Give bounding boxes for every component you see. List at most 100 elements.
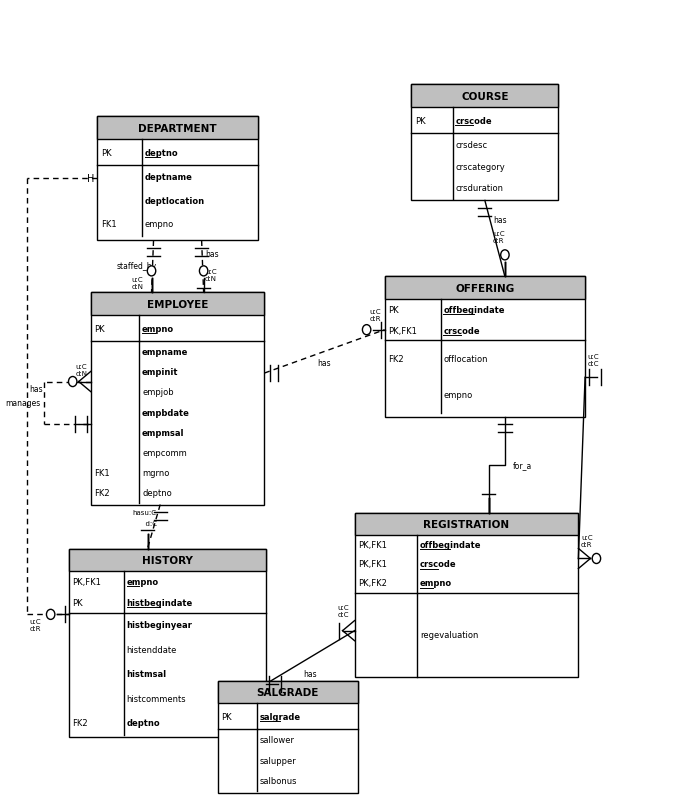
- Text: salbonus: salbonus: [259, 776, 297, 785]
- Text: crscode: crscode: [455, 116, 492, 125]
- Text: histenddate: histenddate: [126, 645, 177, 654]
- Circle shape: [199, 266, 208, 277]
- Text: EMPLOYEE: EMPLOYEE: [147, 299, 208, 310]
- Text: histmsal: histmsal: [126, 670, 167, 678]
- Text: histbegindate: histbegindate: [126, 598, 193, 607]
- Bar: [384, 277, 585, 417]
- Bar: [411, 85, 558, 201]
- Text: deptname: deptname: [145, 173, 193, 182]
- Text: staffed_by: staffed_by: [117, 262, 157, 271]
- Text: empbdate: empbdate: [142, 408, 190, 417]
- Text: PK: PK: [415, 116, 425, 125]
- Text: has: has: [205, 250, 219, 259]
- Text: empmsal: empmsal: [142, 428, 184, 437]
- Text: regevaluation: regevaluation: [420, 630, 478, 639]
- Text: crscode: crscode: [444, 326, 480, 335]
- Text: H: H: [87, 174, 94, 184]
- Text: has: has: [29, 384, 43, 394]
- Text: u:C
d:R: u:C d:R: [581, 535, 593, 548]
- Text: PK,FK1: PK,FK1: [358, 541, 387, 549]
- Text: u:C
d:C: u:C d:C: [337, 605, 349, 618]
- Text: COURSE: COURSE: [461, 91, 509, 102]
- Text: DEPARTMENT: DEPARTMENT: [138, 124, 217, 133]
- Text: for_a: for_a: [513, 460, 532, 469]
- Circle shape: [68, 377, 77, 387]
- Bar: [411, 85, 558, 107]
- Text: empno: empno: [142, 324, 174, 333]
- Circle shape: [362, 326, 371, 335]
- Text: hasu:C: hasu:C: [133, 509, 157, 516]
- Text: empname: empname: [142, 347, 188, 356]
- Text: has: has: [493, 217, 506, 225]
- Text: FK2: FK2: [388, 354, 404, 363]
- Text: PK: PK: [94, 324, 105, 333]
- Text: offlocation: offlocation: [444, 354, 488, 363]
- Text: empno: empno: [444, 391, 473, 399]
- Text: HISTORY: HISTORY: [141, 555, 193, 565]
- Text: u:C
d:R: u:C d:R: [493, 231, 504, 244]
- Text: PK: PK: [388, 306, 399, 314]
- Text: u:C
d:R: u:C d:R: [370, 309, 382, 322]
- Bar: [91, 293, 264, 505]
- Text: d:C: d:C: [141, 520, 157, 526]
- Text: deptno: deptno: [126, 719, 160, 727]
- Text: empno: empno: [126, 577, 159, 586]
- Text: PK: PK: [72, 598, 83, 607]
- Bar: [355, 513, 578, 535]
- Text: SALGRADE: SALGRADE: [257, 687, 319, 697]
- Text: empjob: empjob: [142, 388, 174, 397]
- Text: salupper: salupper: [259, 755, 297, 765]
- Text: offbegindate: offbegindate: [444, 306, 505, 314]
- Text: histcomments: histcomments: [126, 694, 186, 703]
- Bar: [217, 681, 358, 703]
- Bar: [97, 117, 258, 140]
- Bar: [355, 513, 578, 677]
- Text: offbegindate: offbegindate: [420, 541, 482, 549]
- Text: PK,FK1: PK,FK1: [72, 577, 101, 586]
- Text: empno: empno: [420, 579, 452, 588]
- Bar: [384, 277, 585, 299]
- Bar: [97, 117, 258, 241]
- Circle shape: [148, 266, 156, 277]
- Circle shape: [501, 250, 509, 261]
- Bar: [91, 293, 264, 315]
- Text: crscode: crscode: [420, 560, 457, 569]
- Text: PK: PK: [101, 148, 111, 157]
- Text: empno: empno: [145, 220, 175, 229]
- Text: manages: manages: [6, 399, 41, 407]
- Text: u:C
d:N: u:C d:N: [132, 277, 144, 290]
- Text: empinit: empinit: [142, 367, 179, 377]
- Bar: [69, 549, 266, 737]
- Text: PK: PK: [221, 712, 232, 721]
- Text: FK2: FK2: [94, 488, 110, 498]
- Text: crsdesc: crsdesc: [455, 140, 487, 149]
- Bar: [217, 681, 358, 792]
- Text: deptlocation: deptlocation: [145, 196, 205, 205]
- Text: salgrade: salgrade: [259, 712, 301, 721]
- Text: FK2: FK2: [72, 719, 88, 727]
- Text: u:C
d:N: u:C d:N: [205, 269, 217, 282]
- Circle shape: [46, 610, 55, 620]
- Text: mgrno: mgrno: [142, 468, 170, 477]
- Text: PK,FK1: PK,FK1: [388, 326, 417, 335]
- Text: sallower: sallower: [259, 735, 295, 744]
- Bar: [69, 549, 266, 571]
- Text: has: has: [304, 669, 317, 678]
- Text: deptno: deptno: [145, 148, 179, 157]
- Text: empcomm: empcomm: [142, 448, 187, 457]
- Text: u:C
d:N: u:C d:N: [75, 363, 88, 377]
- Text: REGISTRATION: REGISTRATION: [424, 519, 509, 529]
- Circle shape: [592, 553, 600, 564]
- Text: FK1: FK1: [101, 220, 117, 229]
- Text: FK1: FK1: [94, 468, 110, 477]
- Text: has: has: [317, 358, 331, 367]
- Text: deptno: deptno: [142, 488, 172, 498]
- Text: PK,FK1: PK,FK1: [358, 560, 387, 569]
- Text: PK,FK2: PK,FK2: [358, 579, 387, 588]
- Text: histbeginyear: histbeginyear: [126, 621, 193, 630]
- Text: crscategory: crscategory: [455, 162, 505, 172]
- Text: crsduration: crsduration: [455, 184, 503, 193]
- Text: OFFERING: OFFERING: [455, 283, 515, 294]
- Text: u:C
d:C: u:C d:C: [588, 354, 600, 367]
- Text: u:C
d:R: u:C d:R: [29, 618, 41, 632]
